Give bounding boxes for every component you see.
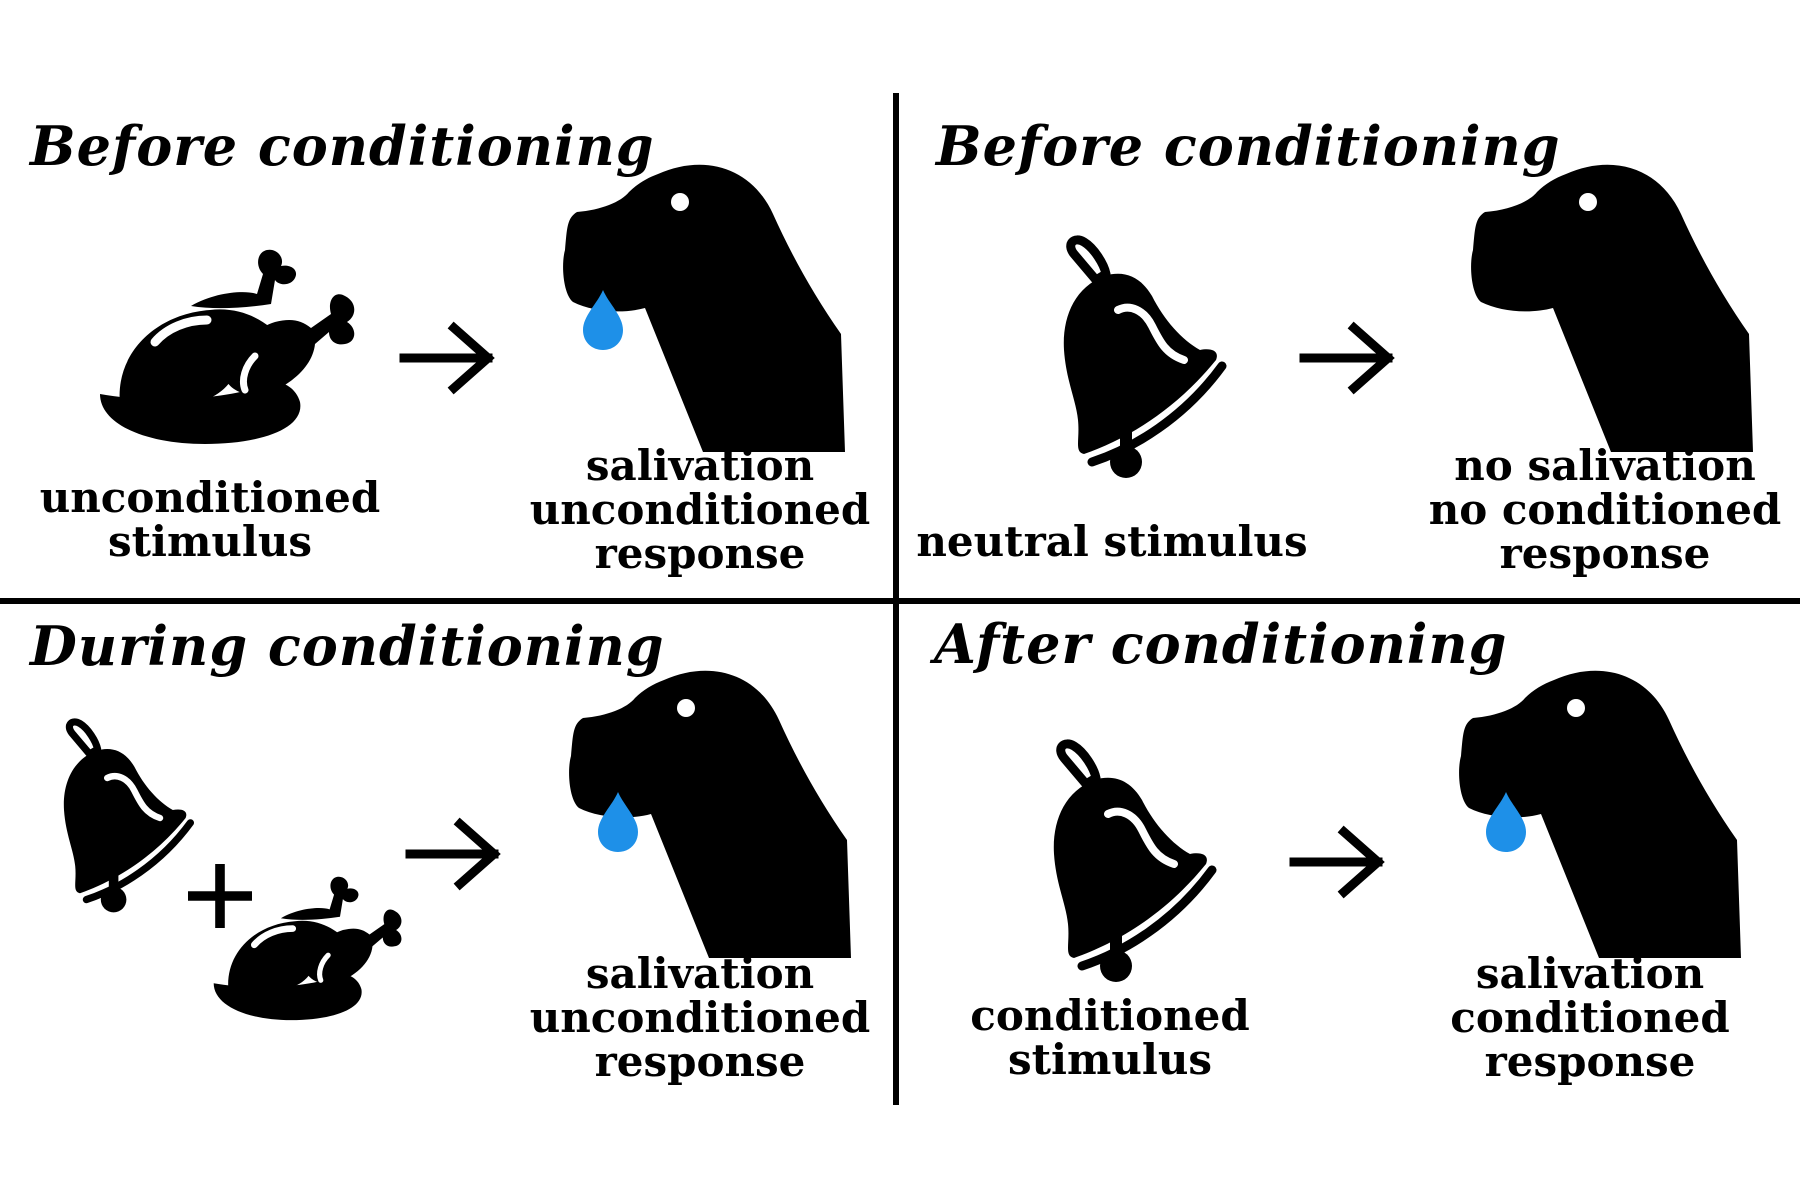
stimulus-label: neutral stimulus [912, 520, 1312, 564]
panel-title: After conditioning [934, 612, 1508, 676]
panel-before-conditioning-bell: Before conditioning neutral stimulus no … [900, 96, 1800, 596]
stimulus-label: unconditioned stimulus [20, 476, 400, 564]
stimulus-label-line: conditioned [970, 991, 1250, 1040]
dog-head-icon [1471, 164, 1753, 452]
response-label-line: conditioned [1450, 993, 1730, 1042]
response-label-line: salivation [1475, 949, 1705, 998]
response-label: no salivation no conditioned response [1400, 444, 1800, 576]
dog-eye [1567, 699, 1585, 717]
dog-head-icon [563, 164, 845, 452]
stimulus-label-line: neutral stimulus [916, 517, 1308, 566]
bell-icon [1034, 240, 1234, 480]
dog-eye [677, 699, 695, 717]
dog-head-icon [569, 670, 851, 958]
response-label: salivation unconditioned response [510, 952, 890, 1084]
arrow-right-icon [404, 322, 494, 394]
arrow-right-icon [1304, 322, 1394, 394]
response-label-line: response [1484, 1037, 1696, 1086]
response-label-line: unconditioned [529, 485, 871, 534]
horizontal-divider [0, 598, 1800, 604]
response-label-line: salivation [585, 441, 815, 490]
stimulus-label-line: unconditioned [39, 473, 381, 522]
arrow-right-icon [410, 818, 500, 890]
dog-eye [671, 193, 689, 211]
response-label: salivation unconditioned response [510, 444, 890, 576]
saliva-drop-icon [1486, 792, 1526, 852]
panel-title: During conditioning [30, 614, 665, 678]
response-label-line: no salivation [1454, 441, 1756, 490]
roast-chicken-icon [95, 244, 355, 454]
panel-before-conditioning-food: Before conditioning unconditioned stimul… [0, 96, 900, 596]
panel-during-conditioning: During conditioning salivation unconditi… [0, 604, 900, 1104]
arrow-right-icon [1294, 826, 1384, 898]
dog-head-icon [1459, 670, 1741, 958]
panel-after-conditioning: After conditioning conditioned stimulus … [900, 604, 1800, 1104]
response-label-line: no conditioned [1428, 485, 1782, 534]
panel-title: Before conditioning [30, 114, 655, 178]
response-label-line: salivation [585, 949, 815, 998]
stimulus-label: conditioned stimulus [920, 994, 1300, 1082]
response-label-line: unconditioned [529, 993, 871, 1042]
saliva-drop-icon [583, 290, 623, 350]
saliva-drop-icon [598, 792, 638, 852]
response-label-line: response [594, 1037, 806, 1086]
bell-icon [1024, 744, 1224, 984]
response-label: salivation conditioned response [1400, 952, 1780, 1084]
dog-eye [1579, 193, 1597, 211]
roast-chicken-icon [210, 872, 402, 1028]
stimulus-label-line: stimulus [107, 517, 313, 566]
response-label-line: response [1499, 529, 1711, 578]
bell-icon [40, 722, 200, 914]
stimulus-label-line: stimulus [1007, 1035, 1213, 1084]
response-label-line: response [594, 529, 806, 578]
panel-title: Before conditioning [936, 114, 1561, 178]
